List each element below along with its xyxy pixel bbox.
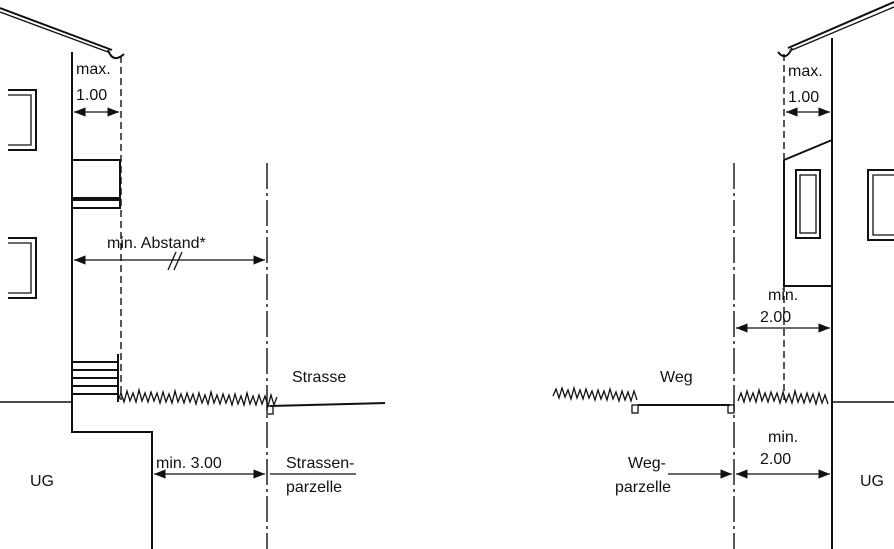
right-building [777,1,894,549]
left-overhang-max-label: max. [76,61,111,78]
right-upper-min-label: min. [768,287,798,304]
right-curb [727,404,735,414]
left-entrance-stairs [72,354,119,402]
left-roof [0,7,113,51]
right-window-main [867,169,894,241]
left-overhang-value: 1.00 [76,87,107,104]
right-lower-min-value: 2.00 [760,451,791,468]
right-parcel-label-1: Weg- [628,455,666,472]
right-grass-left [552,385,638,404]
left-parcel-label-1: Strassen- [286,455,354,472]
left-basement-outline [71,402,153,549]
right-roof [787,1,894,49]
left-gutter [107,49,125,60]
left-setback-label: min. Abstand* [107,235,206,252]
left-balcony [71,159,121,199]
right-basement-label: UG [860,473,884,490]
left-road-label: Strasse [292,369,346,386]
left-basement-distance-label: min. 3.00 [156,455,222,472]
left-break-mark [167,251,183,271]
right-window-annex [795,169,821,239]
right-annex [783,139,833,287]
left-road-line [269,402,386,407]
left-grass [117,387,278,409]
right-path-label: Weg [660,369,693,386]
left-basement-label: UG [30,473,54,490]
right-gutter [777,47,793,58]
left-window-lower [8,237,37,299]
right-overhang-value: 1.00 [788,89,819,106]
right-parcel-label-2: parzelle [615,479,671,496]
right-grass [737,387,829,407]
left-parcel-label-2: parzelle [286,479,342,496]
right-lower-min-label: min. [768,429,798,446]
left-window-upper [8,89,37,151]
right-upper-min-value: 2.00 [760,309,791,326]
right-overhang-max-label: max. [788,63,823,80]
left-building [0,7,153,549]
